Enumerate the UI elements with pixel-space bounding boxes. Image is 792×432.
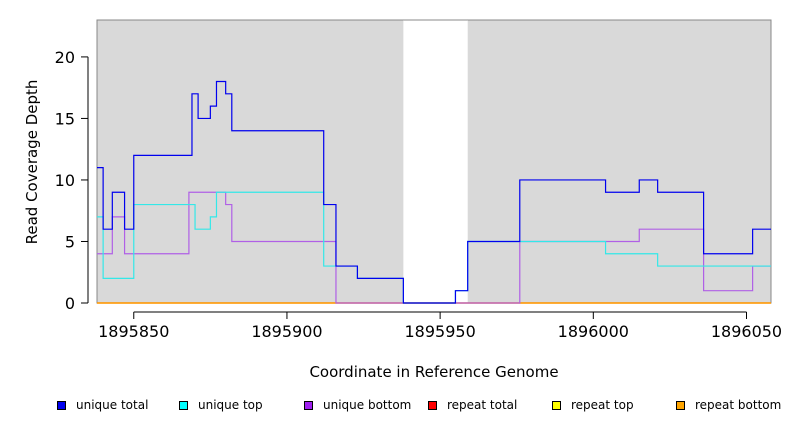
y-tick-label: 5 [65, 232, 75, 251]
y-tick-label: 0 [65, 294, 75, 313]
legend-item: repeat bottom [676, 398, 781, 412]
legend-label: repeat bottom [695, 398, 782, 412]
legend-item: repeat top [552, 398, 634, 412]
legend-label: unique total [76, 398, 149, 412]
legend-item: repeat total [428, 398, 517, 412]
legend-item: unique bottom [304, 398, 411, 412]
legend-swatch [304, 400, 313, 410]
legend-swatch [179, 400, 188, 410]
x-tick-label: 1895900 [251, 322, 322, 341]
legend: unique total unique top unique bottom repea… [0, 398, 792, 420]
legend-swatch [552, 400, 561, 410]
x-tick-label: 1895950 [404, 322, 475, 341]
x-axis-title: Coordinate in Reference Genome [309, 363, 558, 381]
series-layer [97, 80, 771, 304]
series-unique-bottom [97, 191, 771, 304]
y-tick-label: 15 [55, 109, 75, 128]
legend-swatch [428, 400, 437, 410]
y-tick-label: 10 [55, 171, 75, 190]
y-axis-title: Read Coverage Depth [23, 80, 41, 245]
series-unique-total [97, 80, 771, 304]
legend-label: unique top [198, 398, 263, 412]
x-tick-label: 1896000 [558, 322, 629, 341]
x-tick-label: 1895850 [98, 322, 169, 341]
legend-label: repeat top [571, 398, 634, 412]
legend-swatch [57, 400, 66, 410]
x-tick-label: 1896050 [711, 322, 782, 341]
legend-swatch [676, 400, 685, 410]
axis-layer: 1895850 1895900 1895950 1896000 1896050 0 5 10 1… [55, 48, 782, 341]
y-tick-label: 20 [55, 48, 75, 67]
legend-label: unique bottom [323, 398, 412, 412]
legend-label: repeat total [447, 398, 518, 412]
legend-item: unique top [179, 398, 263, 412]
gap-region [403, 20, 468, 303]
legend-item: unique total [57, 398, 148, 412]
